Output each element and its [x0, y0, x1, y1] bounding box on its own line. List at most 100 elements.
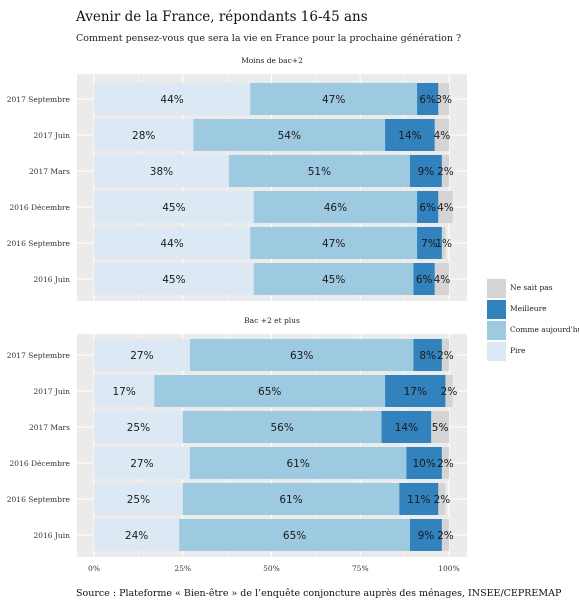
chart-subtitle: Comment pensez-vous que sera la vie en F…	[76, 33, 462, 44]
data-label-comme-aujourd-hui: 51%	[308, 166, 331, 178]
data-label-pire: 38%	[150, 166, 173, 178]
x-tick-label: 75%	[352, 564, 369, 573]
data-label-ne-sait-pas: 2%	[441, 386, 458, 398]
bar-ne-sait-pas	[431, 411, 449, 443]
bar-comme-aujourd-hui	[189, 447, 407, 479]
bar-meilleure	[417, 227, 442, 259]
bar-meilleure	[413, 339, 442, 371]
bar-pire	[94, 83, 251, 115]
data-label-meilleure: 14%	[398, 130, 421, 142]
bar-meilleure	[385, 119, 435, 151]
bar-meilleure	[409, 155, 442, 187]
x-tick-label: 100%	[438, 564, 459, 573]
data-label-pire: 28%	[132, 130, 155, 142]
legend-item-comme-aujourdhui: Comme aujourd'hui	[487, 321, 579, 341]
category-label: 2016 Juin	[33, 531, 70, 540]
bar-comme-aujourd-hui	[182, 483, 400, 515]
bar-meilleure	[417, 83, 439, 115]
category-label: 2016 Décembre	[10, 203, 71, 212]
data-label-meilleure: 9%	[418, 530, 435, 542]
data-label-meilleure: 6%	[419, 94, 436, 106]
bar-meilleure	[417, 191, 439, 223]
category-label: 2016 Décembre	[10, 459, 71, 468]
data-label-pire: 44%	[160, 94, 183, 106]
data-label-pire: 44%	[160, 238, 183, 250]
data-label-comme-aujourd-hui: 61%	[279, 494, 302, 506]
bar-ne-sait-pas	[438, 83, 449, 115]
data-label-ne-sait-pas: 2%	[437, 350, 454, 362]
bar-ne-sait-pas	[441, 519, 449, 551]
category-label: 2017 Mars	[29, 423, 70, 432]
data-label-pire: 24%	[125, 530, 148, 542]
data-label-ne-sait-pas: 2%	[434, 494, 451, 506]
data-label-comme-aujourd-hui: 45%	[322, 274, 345, 286]
category-label: 2017 Juin	[33, 131, 70, 140]
legend-label-ne-sait-pas: Ne sait pas	[510, 283, 553, 292]
category-label: 2017 Septembre	[7, 95, 71, 104]
category-label: 2016 Juin	[33, 275, 70, 284]
data-label-ne-sait-pas: 5%	[432, 422, 449, 434]
data-label-pire: 45%	[162, 202, 185, 214]
bar-comme-aujourd-hui	[179, 519, 410, 551]
legend-swatch-pire	[487, 342, 506, 361]
bar-meilleure	[381, 411, 432, 443]
bar-ne-sait-pas	[441, 155, 449, 187]
data-label-comme-aujourd-hui: 65%	[283, 530, 306, 542]
bar-pire	[94, 375, 155, 407]
bar-comme-aujourd-hui	[228, 155, 410, 187]
bar-meilleure	[385, 375, 446, 407]
bar-ne-sait-pas	[445, 375, 453, 407]
bar-meilleure	[406, 447, 442, 479]
x-tick-label: 50%	[263, 564, 280, 573]
bar-ne-sait-pas	[438, 191, 453, 223]
data-label-meilleure: 8%	[419, 350, 436, 362]
data-label-meilleure: 10%	[412, 458, 435, 470]
bar-ne-sait-pas	[434, 263, 449, 295]
bar-pire	[94, 519, 180, 551]
bar-comme-aujourd-hui	[253, 191, 418, 223]
bar-pire	[94, 119, 194, 151]
panel-title: Moins de bac+2	[241, 56, 303, 65]
bar-comme-aujourd-hui	[193, 119, 386, 151]
chart-source: Source : Plateforme « Bien-être » de l’e…	[76, 588, 562, 599]
data-label-meilleure: 6%	[416, 274, 433, 286]
bar-comme-aujourd-hui	[182, 411, 382, 443]
data-label-meilleure: 14%	[395, 422, 418, 434]
bar-pire	[94, 411, 183, 443]
bar-comme-aujourd-hui	[253, 263, 414, 295]
legend-item-meilleure: Meilleure	[487, 300, 579, 320]
data-label-meilleure: 11%	[407, 494, 430, 506]
data-label-meilleure: 7%	[421, 238, 438, 250]
legend-item-ne-sait-pas: Ne sait pas	[487, 279, 579, 299]
x-tick-label: 25%	[174, 564, 191, 573]
data-label-ne-sait-pas: 2%	[437, 166, 454, 178]
data-label-meilleure: 9%	[418, 166, 435, 178]
bar-meilleure	[413, 263, 435, 295]
data-label-ne-sait-pas: 4%	[437, 202, 454, 214]
legend-label-comme-aujourdhui: Comme aujourd'hui	[510, 325, 579, 334]
data-label-meilleure: 17%	[404, 386, 427, 398]
bar-pire	[94, 227, 251, 259]
bar-pire	[94, 447, 190, 479]
data-label-pire: 17%	[113, 386, 136, 398]
category-label: 2016 Septembre	[7, 495, 71, 504]
bar-meilleure	[409, 519, 442, 551]
data-label-comme-aujourd-hui: 46%	[324, 202, 347, 214]
data-label-comme-aujourd-hui: 47%	[322, 94, 345, 106]
legend-swatch-ne-sait-pas	[487, 279, 506, 298]
legend-swatch-comme-aujourdhui	[487, 321, 506, 340]
data-label-pire: 25%	[127, 422, 150, 434]
category-label: 2017 Septembre	[7, 351, 71, 360]
category-label: 2017 Mars	[29, 167, 70, 176]
data-label-pire: 45%	[162, 274, 185, 286]
bar-ne-sait-pas	[438, 483, 446, 515]
bar-comme-aujourd-hui	[250, 227, 418, 259]
data-label-comme-aujourd-hui: 63%	[290, 350, 313, 362]
bar-pire	[94, 483, 183, 515]
data-label-ne-sait-pas: 2%	[437, 530, 454, 542]
category-label: 2017 Juin	[33, 387, 70, 396]
bar-ne-sait-pas	[441, 339, 449, 371]
legend-item-pire: Pire	[487, 342, 579, 362]
bar-ne-sait-pas	[441, 227, 446, 259]
bar-ne-sait-pas	[441, 447, 449, 479]
